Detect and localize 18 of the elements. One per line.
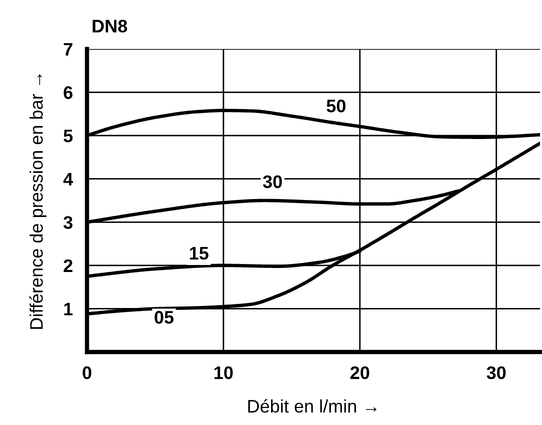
x-tick-label: 30 <box>486 366 506 380</box>
x-tick-label: 10 <box>214 366 233 380</box>
series-label: 30 <box>262 175 282 188</box>
series-label: 05 <box>154 310 174 324</box>
x-tick-label: 20 <box>350 366 370 380</box>
y-tick-label: 3 <box>63 216 72 229</box>
y-tick-label: 4 <box>63 172 74 186</box>
series-label: 15 <box>190 247 208 260</box>
x-tick-label: 0 <box>82 366 92 380</box>
y-tick-label: 2 <box>64 259 72 272</box>
y-tick-label: 1 <box>64 302 73 316</box>
y-tick-label: 5 <box>64 130 73 142</box>
y-tick-label: 6 <box>64 86 72 100</box>
y-axis-title: Différence de pression en bar → <box>29 74 46 329</box>
x-axis-title: Débit en l/min → <box>248 399 377 413</box>
series-label: 50 <box>326 100 346 112</box>
chart-title: DN8 <box>92 20 128 33</box>
y-tick-label: 7 <box>64 43 72 56</box>
